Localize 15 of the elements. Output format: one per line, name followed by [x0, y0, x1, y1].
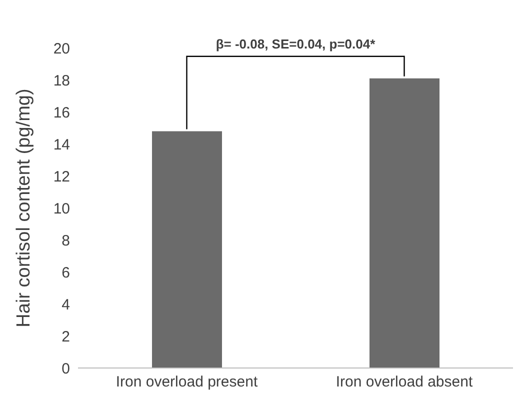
y-tick-label: 8	[62, 232, 70, 250]
y-tick-label: 20	[53, 40, 70, 58]
y-tick-label: 12	[53, 168, 70, 186]
y-tick-label: 18	[53, 72, 70, 90]
y-tick-label: 4	[62, 296, 70, 314]
y-tick-label: 14	[53, 136, 70, 154]
x-tick-label: Iron overload absent	[336, 374, 474, 391]
y-tick-label: 16	[53, 104, 70, 122]
y-axis-title: Hair cortisol content (pg/mg)	[14, 88, 35, 328]
y-tick-label: 10	[53, 200, 70, 218]
x-tick-label: Iron overload present	[116, 374, 258, 391]
y-tick-label: 6	[62, 264, 70, 282]
annotation: β= -0.08, SE=0.04, p=0.04*	[216, 36, 376, 52]
y-tick-label: 0	[62, 360, 70, 378]
y-tick-label: 2	[62, 328, 70, 346]
